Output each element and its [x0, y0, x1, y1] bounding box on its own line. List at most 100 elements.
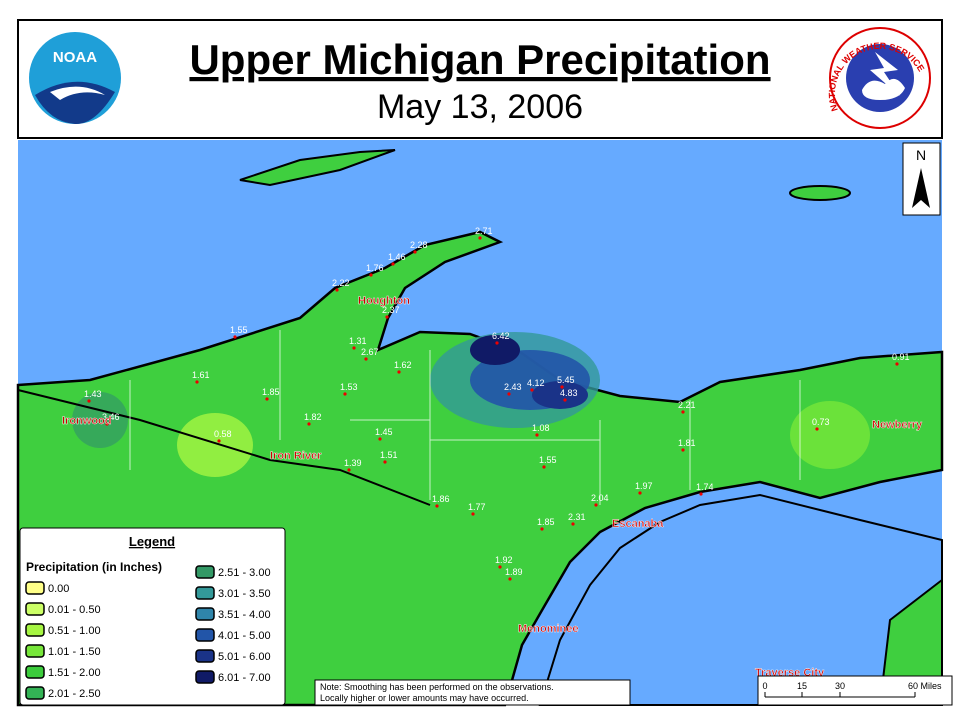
station-dot — [364, 357, 368, 361]
station-value: 1.82 — [304, 412, 322, 422]
scale-label: 15 — [797, 681, 807, 691]
scale-box — [757, 675, 953, 706]
high-area — [532, 381, 588, 409]
station-value: 2.43 — [504, 382, 522, 392]
legend-label: 6.01 - 7.00 — [218, 672, 271, 684]
station-value: 2.22 — [332, 278, 350, 288]
station-dot — [217, 439, 221, 443]
scale-label: 0 — [762, 681, 767, 691]
station-value: 1.45 — [375, 427, 393, 437]
scale-bar — [764, 692, 916, 698]
station-value: 1.61 — [192, 370, 210, 380]
city-label: Houghton — [358, 295, 410, 307]
station-dot — [307, 422, 311, 426]
station-dot — [383, 460, 387, 464]
station-dot — [397, 370, 401, 374]
city-label: Newberry — [872, 419, 923, 431]
station-value: 1.62 — [394, 360, 412, 370]
low-area — [177, 413, 253, 477]
legend-swatch — [25, 581, 45, 595]
station-value: 2.21 — [678, 400, 696, 410]
date: May 13, 2006 — [377, 88, 583, 126]
nws-logo: NATIONAL WEATHER SERVICE — [827, 27, 931, 129]
legend-swatch — [195, 607, 215, 621]
city-label: Menominee — [518, 623, 579, 635]
station-dot — [699, 492, 703, 496]
legend-label: 3.01 - 3.50 — [218, 588, 271, 600]
title: Upper Michigan Precipitation — [189, 36, 770, 83]
station-dot — [413, 250, 417, 254]
legend-swatch — [25, 665, 45, 679]
station-value: 0.91 — [892, 352, 910, 362]
station-dot — [540, 527, 544, 531]
station-dot — [478, 236, 482, 240]
station-value: 2.37 — [382, 305, 400, 315]
station-value: 3.46 — [102, 412, 120, 422]
note-line: Locally higher or lower amounts may have… — [320, 693, 529, 703]
station-dot — [233, 335, 237, 339]
station-value: 4.12 — [527, 378, 545, 388]
scale-label: 60 Miles — [908, 681, 942, 691]
station-value: 1.92 — [495, 555, 513, 565]
station-value: 2.71 — [475, 226, 493, 236]
legend-items: 0.00 0.01 - 0.50 0.51 - 1.00 1.01 - 1.50 1.5… — [25, 565, 271, 700]
station-value: 1.55 — [539, 455, 557, 465]
legend-label: 2.01 - 2.50 — [48, 688, 101, 700]
legend-swatch — [25, 644, 45, 658]
note-box — [314, 679, 631, 706]
grand-island — [789, 185, 851, 201]
noaa-text: NOAA — [53, 49, 97, 66]
station-dot — [895, 362, 899, 366]
station-value: 6.42 — [492, 331, 510, 341]
station-value: 0.73 — [812, 417, 830, 427]
city-label: Iron River — [270, 450, 322, 462]
station-value: 1.85 — [262, 387, 280, 397]
county-lines — [129, 330, 801, 505]
legend-label: 5.01 - 6.00 — [218, 651, 271, 663]
station-dot — [265, 397, 269, 401]
station-value: 0.58 — [214, 429, 232, 439]
city-label: Ironwood — [62, 415, 112, 427]
scale-labels: 0 15 30 60 Miles — [762, 681, 942, 691]
station-dot — [535, 433, 539, 437]
station-value: 1.43 — [84, 389, 102, 399]
legend-swatch — [195, 565, 215, 579]
north-arrow — [912, 168, 930, 208]
noaa-logo: NOAA — [29, 32, 121, 125]
station-dot — [681, 448, 685, 452]
legend-label: 0.01 - 0.50 — [48, 604, 101, 616]
legend-swatch — [195, 670, 215, 684]
station-value: 1.89 — [505, 567, 523, 577]
station-dot — [594, 503, 598, 507]
legend-box — [19, 527, 286, 706]
station-value: 1.81 — [678, 438, 696, 448]
station-dot — [507, 392, 511, 396]
stations: 2.71 2.28 1.46 1.76 2.22 2.37 1.55 1.312.67 6.42… — [62, 226, 923, 679]
legend-swatch — [195, 649, 215, 663]
legend-swatch — [195, 586, 215, 600]
north-label: N — [916, 147, 926, 163]
station-value: 1.31 — [349, 336, 367, 346]
station-value: 1.86 — [432, 494, 450, 504]
legend-swatch — [195, 628, 215, 642]
station-dot — [87, 399, 91, 403]
station-dot — [105, 422, 109, 426]
station-dot — [378, 437, 382, 441]
station-value: 2.31 — [568, 512, 586, 522]
station-dot — [560, 385, 564, 389]
station-value: 1.85 — [537, 517, 555, 527]
legend-label: 1.51 - 2.00 — [48, 667, 101, 679]
legend-subtitle: Precipitation (in Inches) — [26, 560, 162, 574]
high-area — [470, 335, 520, 365]
station-dot — [681, 410, 685, 414]
station-value: 1.46 — [388, 252, 406, 262]
station-dot — [571, 522, 575, 526]
station-dot — [435, 504, 439, 508]
station-dot — [385, 315, 389, 319]
station-dot — [343, 392, 347, 396]
station-value: 2.04 — [591, 493, 609, 503]
station-value: 1.74 — [696, 482, 714, 492]
station-dot — [542, 465, 546, 469]
